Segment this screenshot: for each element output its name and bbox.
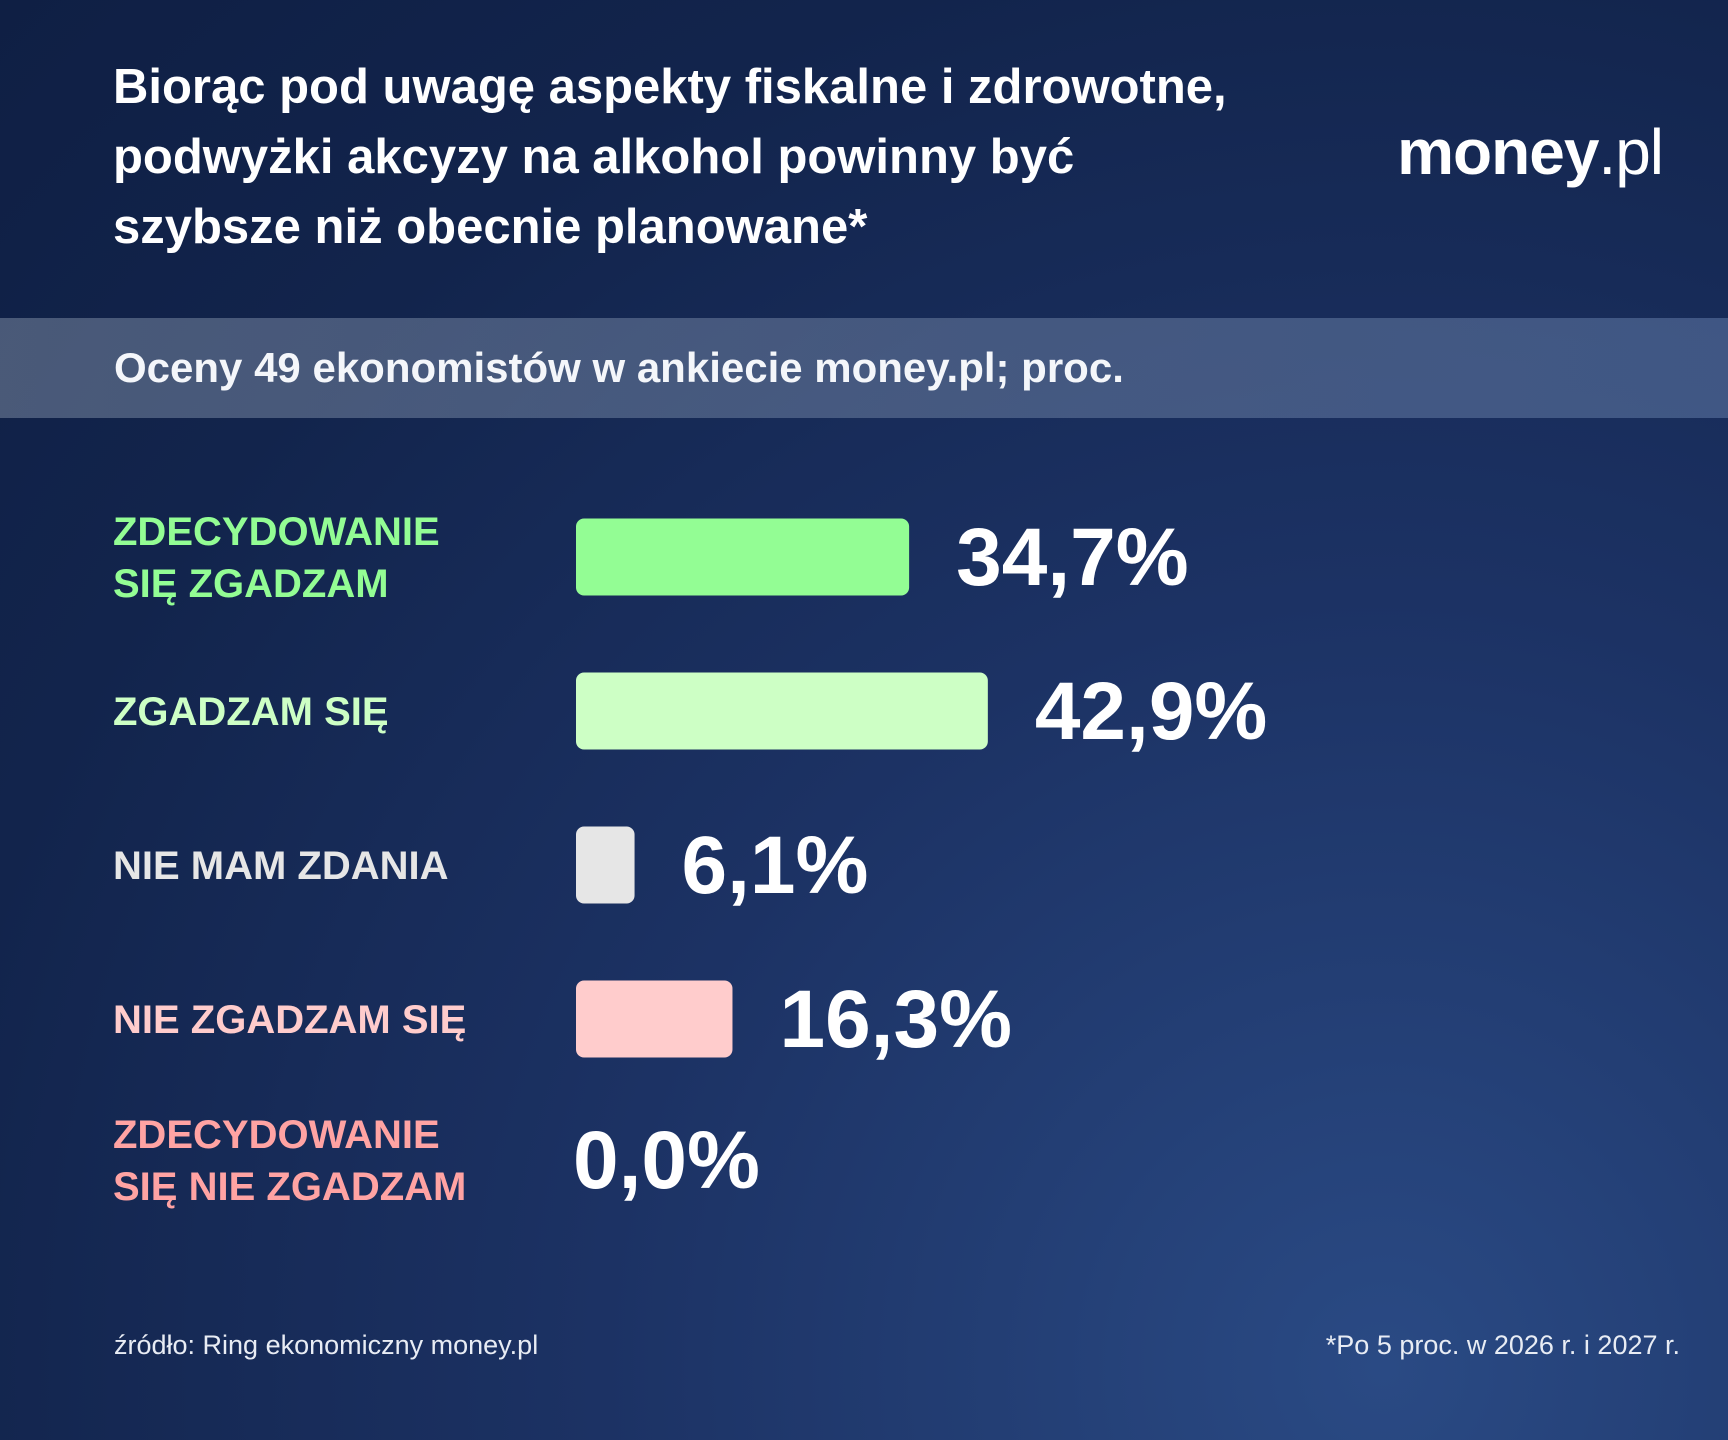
value-label: 42,9% [1035, 666, 1268, 757]
chart-title-line: szybsze niż obecnie planowane* [113, 200, 868, 254]
logo-brand: money [1397, 116, 1599, 188]
category-label: ZGADZAM SIĘ [113, 690, 389, 734]
source-note: źródło: Ring ekonomiczny money.pl [114, 1330, 539, 1360]
chart-title-line: podwyżki akcyzy na alkohol powinny być [113, 130, 1075, 184]
category-label: ZDECYDOWANIE SIĘ NIE ZGADZAM [113, 1113, 466, 1209]
value-label: 6,1% [682, 820, 869, 911]
category-label: ZDECYDOWANIE SIĘ ZGADZAM [113, 510, 440, 606]
logo-tld: .pl [1598, 116, 1664, 188]
bar [576, 980, 733, 1058]
chart-title: Biorąc pod uwagę aspekty fiskalne i zdro… [113, 52, 1353, 262]
bar [576, 518, 910, 596]
value-label: 16,3% [779, 974, 1012, 1065]
subtitle-band: Oceny 49 ekonomistów w ankiecie money.pl… [0, 318, 1728, 418]
value-label: 34,7% [956, 512, 1189, 603]
footnote: *Po 5 proc. w 2026 r. i 2027 r. [1325, 1330, 1680, 1360]
chart-subtitle: Oceny 49 ekonomistów w ankiecie money.pl… [114, 344, 1124, 391]
category-label: NIE ZGADZAM SIĘ [113, 998, 466, 1042]
bar [576, 826, 635, 904]
chart-title-line: Biorąc pod uwagę aspekty fiskalne i zdro… [113, 60, 1227, 114]
money-pl-logo: money.pl [1397, 112, 1664, 192]
value-label: 0,0% [573, 1115, 760, 1206]
bar [576, 672, 988, 750]
category-label: NIE MAM ZDANIA [113, 844, 449, 888]
